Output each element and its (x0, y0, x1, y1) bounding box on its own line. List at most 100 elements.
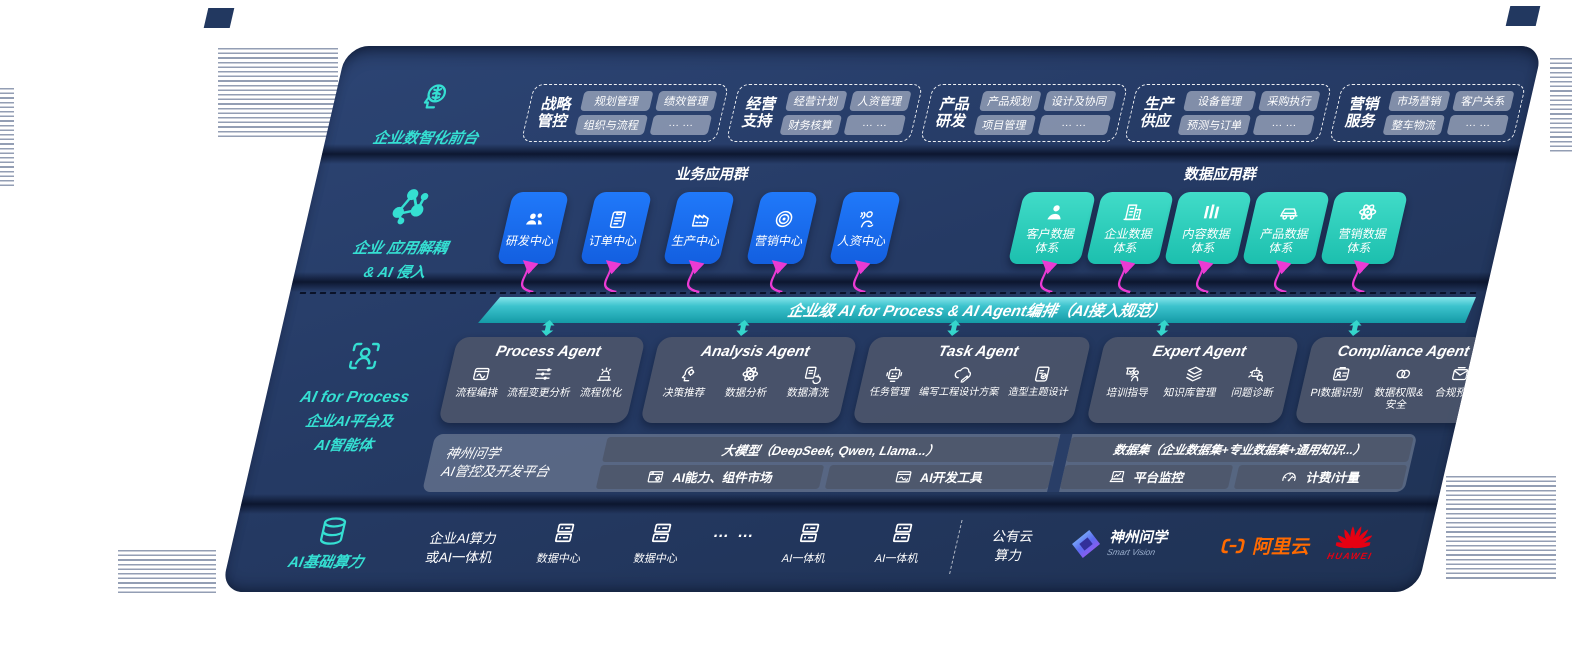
columns-icon (1198, 201, 1225, 223)
car-icon (1276, 201, 1303, 223)
server-icon (646, 520, 678, 546)
platform-name: 神州问学 AI管控及开发平台 (426, 437, 608, 489)
vendor-smartvision: 神州问学 Smart Vision (1066, 528, 1170, 560)
ai-platform-label-3: AI智能体 (312, 438, 375, 454)
flow-icon (469, 364, 494, 384)
app-label: 企业数据体系 (1103, 226, 1155, 255)
optimize-icon (593, 364, 618, 384)
infra-label: AI基础算力 (286, 554, 366, 571)
public-cloud-label: 公有云 算力 (969, 528, 1052, 566)
app-box-production: 生产中心 (662, 192, 736, 264)
chip: 项目管理 (972, 115, 1036, 135)
data-box-content: 内容数据体系 (1163, 192, 1253, 264)
chip: 预测与订单 (1177, 115, 1252, 135)
platform-management-bar: 神州问学 AI管控及开发平台 大模型（DeepSeek, Qwen, Llama… (422, 434, 1418, 492)
app-label: 订单中心 (587, 233, 639, 248)
cell-ai-capability-market: AI能力、组件市场 (595, 464, 825, 489)
agent-title: Analysis Agent (699, 343, 812, 360)
vendor-name: 神州问学 (1108, 530, 1171, 547)
analysis-agent-card: Analysis Agent 决策推荐 数据分析 数据清洗 (639, 337, 858, 423)
cell-label: AI开发工具 (918, 471, 985, 486)
data-box-customer: 客户数据体系 (1007, 192, 1097, 264)
database-icon (312, 514, 354, 548)
group-name: 营销服务 (1343, 95, 1382, 130)
cell-billing-metering: 计费/计量 (1233, 464, 1408, 489)
front-office-label: 企业数智化前台 (371, 130, 481, 147)
gauge-icon (1279, 468, 1301, 486)
agent-item-label: 问题诊断 (1229, 387, 1275, 399)
vendor-name: 阿里云 (1250, 537, 1313, 558)
sliders-icon (531, 364, 556, 384)
team-icon (522, 208, 549, 230)
decorative-tick (203, 8, 235, 28)
node-label: 数据中心 (632, 553, 679, 565)
dots-label: … … (711, 524, 758, 541)
business-apps-header: 业务应用群 (674, 167, 751, 183)
server-icon (549, 520, 581, 546)
agent-item-label: 数据权限&安全 (1372, 387, 1425, 412)
chip: … … (1252, 115, 1316, 135)
node-label: 数据中心 (535, 553, 582, 565)
agent-item-label: 培训指导 (1105, 387, 1150, 399)
decouple-rail: 企业 应用解耦 & AI 侵入 (308, 186, 500, 282)
public-cloud-line2: 算力 (993, 547, 1024, 563)
server-icon (887, 520, 919, 546)
chip: 人资管理 (848, 91, 912, 111)
app-label: 营销数据体系 (1337, 226, 1389, 255)
agent-item-label: 合规预警 (1433, 387, 1479, 399)
chip: … … (843, 115, 906, 135)
app-box-hr: 人资中心 (828, 192, 902, 264)
atom-icon (738, 364, 763, 384)
vendor-subtitle: Smart Vision (1106, 546, 1157, 557)
data-apps-header: 数据应用群 (1182, 167, 1259, 183)
agent-item-label: 造型主题设计 (1007, 387, 1070, 398)
architecture-panel: 企业数智化前台 战略管控 规划管理 绩效管理 组织与流程 … … 经营支持 经营… (220, 46, 1544, 592)
cell-label: 平台监控 (1132, 471, 1186, 486)
atom-icon (1354, 201, 1381, 223)
data-box-enterprise: 企业数据体系 (1085, 192, 1175, 264)
chip: 设备管理 (1183, 91, 1257, 111)
agent-row: Process Agent 流程编排 流程变更分析 流程优化 Analysis … (437, 337, 1500, 423)
diagnose-icon (1244, 364, 1269, 384)
agent-item-label: 任务管理 (868, 387, 911, 398)
monitor-icon (1106, 468, 1128, 486)
vendor-huawei: HUAWEI (1326, 522, 1380, 561)
teal-double-arrows (541, 320, 1362, 336)
agent-item-label: 流程变更分析 (505, 387, 572, 399)
cell-label: AI能力、组件市场 (671, 471, 775, 486)
infrastructure-band: AI基础算力 企业AI算力 或AI一体机 数据中心 数据中心 … … AI一体机 (221, 508, 1436, 592)
agent-item-label: 数据分析 (723, 387, 769, 399)
vendor-alicloud: 阿里云 (1217, 532, 1314, 559)
data-box-product: 产品数据体系 (1241, 192, 1331, 264)
decorative-stripes (0, 88, 14, 188)
decorative-stripes (118, 550, 216, 594)
expert-agent-card: Expert Agent 培训指导 知识库管理 问题诊断 (1085, 337, 1300, 423)
app-label: 人资中心 (836, 233, 888, 248)
chip: 组织与流程 (574, 115, 649, 135)
ai-compute-label-group: AI基础算力 (268, 514, 393, 572)
model-group: 大模型（DeepSeek, Qwen, Llama...） AI能力、组件市场 … (595, 437, 1060, 489)
agent-item-label: 流程编排 (454, 387, 500, 399)
group-name: 产品研发 (934, 95, 973, 130)
chip: 整车物流 (1382, 115, 1446, 135)
factory-icon (688, 208, 715, 230)
dataset-bar: 数据集（企业数据集+专业数据集+通用知识...） (1065, 437, 1414, 462)
cloud-edit-icon (951, 364, 976, 384)
robot-icon (882, 364, 907, 384)
compliance-agent-card: Compliance Agent PI数据识别 数据权限&安全 合规预警 (1293, 337, 1500, 423)
group-marketing: 营销服务 市场营销 客户关系 整车物流 … … (1328, 84, 1527, 142)
group-name: 生产供应 (1138, 95, 1177, 130)
chip: 产品规划 (978, 91, 1042, 111)
building-icon (1120, 201, 1147, 223)
infra-divider (949, 520, 963, 574)
node-datacenter: 数据中心 (624, 520, 695, 566)
id-card-icon (1329, 364, 1354, 384)
ai-platform-label-1: AI for Process (298, 389, 412, 406)
business-app-section: 业务应用群 研发中心 订单中心 生产中心 营销中心 (496, 163, 910, 264)
agent-title: Process Agent (494, 343, 603, 360)
agent-item-label: 知识库管理 (1162, 387, 1218, 399)
tablet-check-icon (1030, 364, 1055, 384)
decorative-tick (1505, 6, 1541, 26)
cell-label: 计费/计量 (1304, 471, 1362, 486)
agent-item-label: 数据清洗 (785, 387, 831, 399)
